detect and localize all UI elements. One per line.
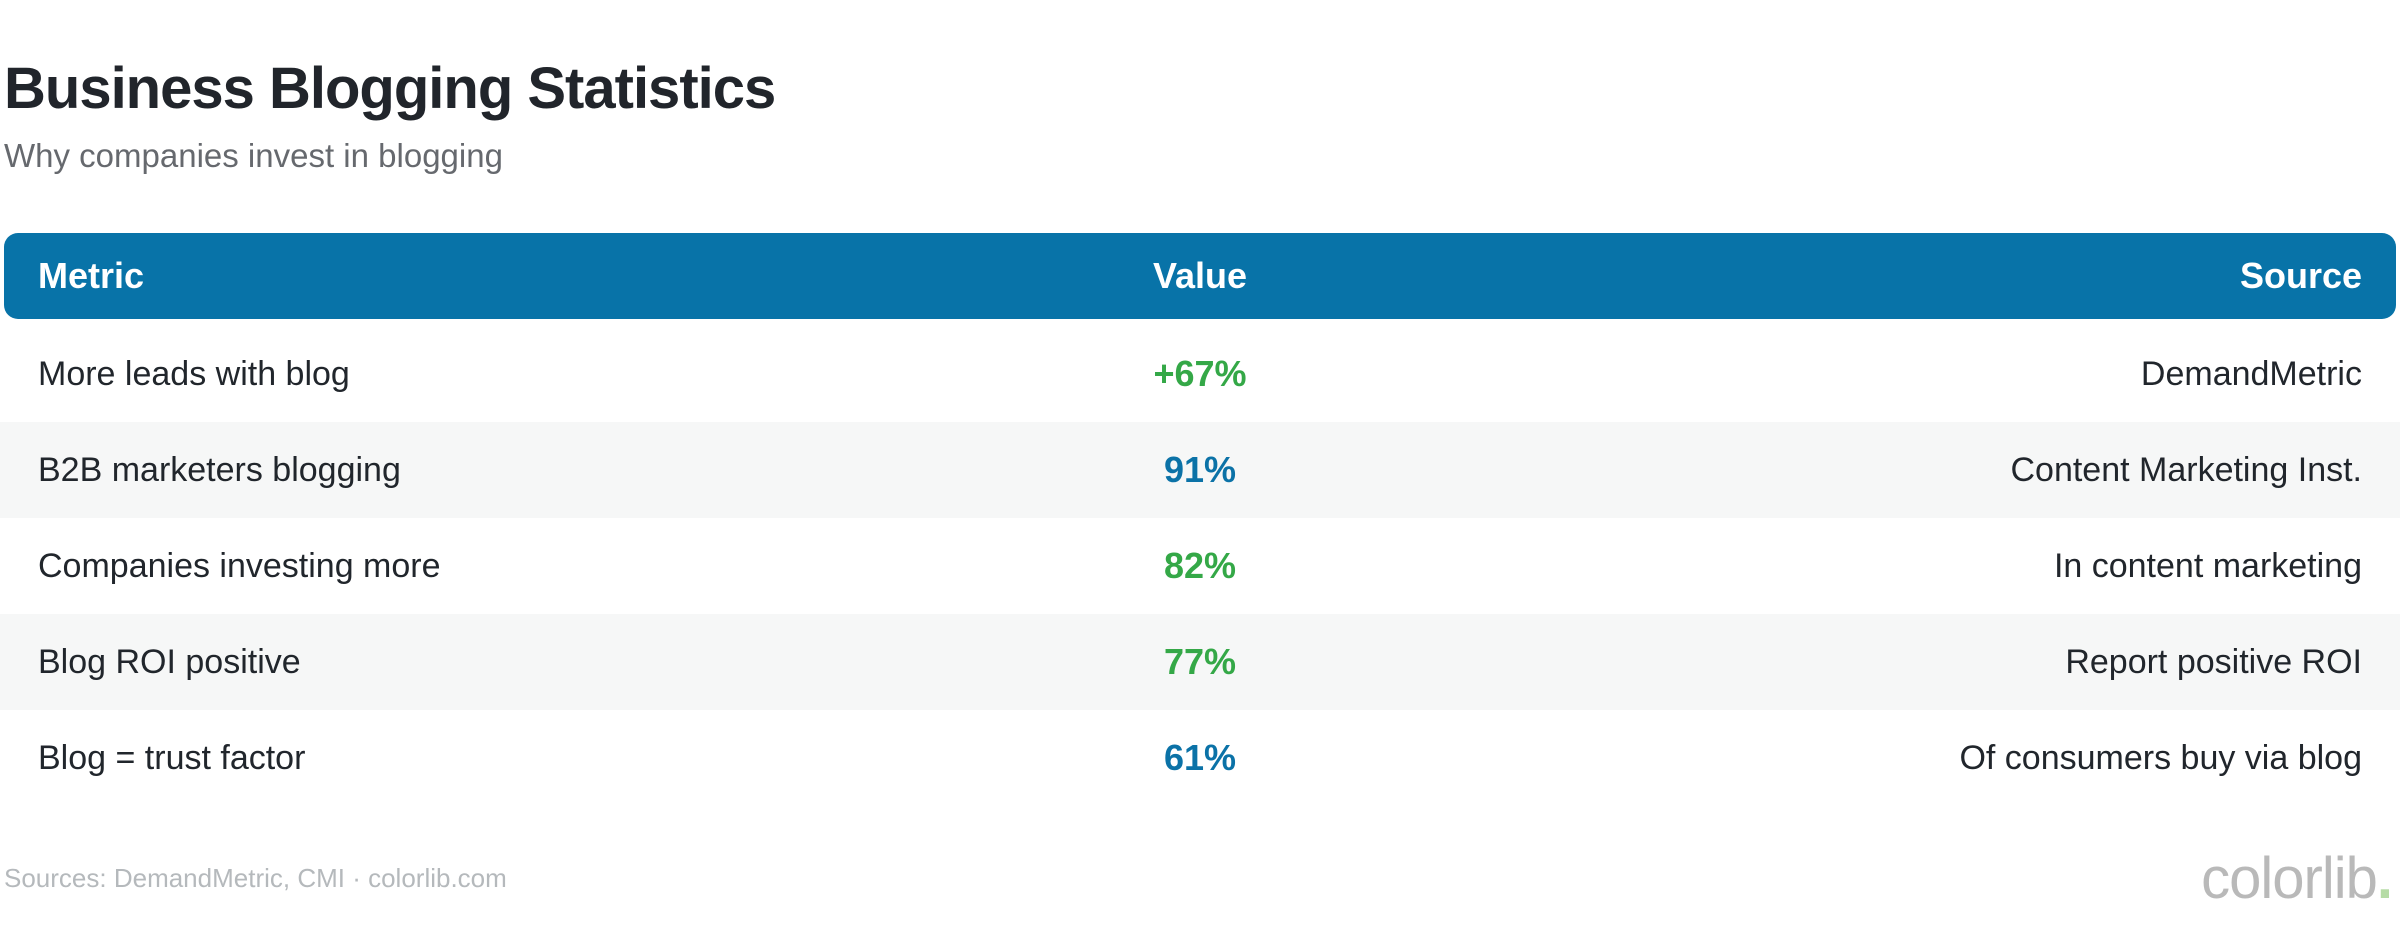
colorlib-logo: colorlib. — [2201, 845, 2393, 912]
cell-value: 82% — [1163, 545, 1237, 586]
table-header: Metric Value Source — [4, 233, 2396, 319]
colorlib-logo-dot: . — [2376, 845, 2393, 911]
cell-source: Report positive ROI — [2065, 642, 2362, 681]
cell-value: 77% — [1163, 641, 1237, 682]
cell-metric: Companies investing more — [38, 546, 441, 585]
page-title: Business Blogging Statistics — [4, 56, 776, 121]
cell-metric: B2B marketers blogging — [38, 450, 401, 489]
cell-metric: More leads with blog — [38, 354, 350, 393]
table-row: More leads with blog +67% DemandMetric — [0, 326, 2400, 422]
cell-value: 91% — [1163, 449, 1237, 490]
column-header-value: Value — [1152, 255, 1248, 296]
cell-source: In content marketing — [2053, 546, 2362, 585]
page-subtitle: Why companies invest in blogging — [4, 137, 503, 174]
table-row: Blog ROI positive 77% Report positive RO… — [0, 614, 2400, 710]
cell-metric: Blog = trust factor — [38, 738, 306, 777]
sources-attribution: Sources: DemandMetric, CMI · colorlib.co… — [4, 862, 507, 893]
cell-metric: Blog ROI positive — [38, 642, 301, 681]
table-row: B2B marketers blogging 91% Content Marke… — [0, 422, 2400, 518]
cell-source: Content Marketing Inst. — [2010, 450, 2362, 489]
colorlib-logo-text: colorlib — [2201, 845, 2378, 911]
column-header-source: Source — [2239, 255, 2362, 296]
cell-value: 61% — [1163, 737, 1237, 778]
masthead: Business Blogging Statistics Why compani… — [0, 0, 2400, 176]
table-body: More leads with blog +67% DemandMetric B… — [0, 326, 2400, 806]
cell-source: Of consumers buy via blog — [1959, 738, 2362, 777]
statistics-table: Metric Value Source More leads with blog… — [0, 233, 2400, 806]
cell-source: DemandMetric — [2140, 354, 2362, 393]
table-row: Companies investing more 82% In content … — [0, 518, 2400, 614]
column-header-metric: Metric — [38, 255, 145, 296]
table-row: Blog = trust factor 61% Of consumers buy… — [0, 710, 2400, 806]
cell-value: +67% — [1153, 353, 1247, 394]
footer: Sources: DemandMetric, CMI · colorlib.co… — [4, 842, 2393, 914]
